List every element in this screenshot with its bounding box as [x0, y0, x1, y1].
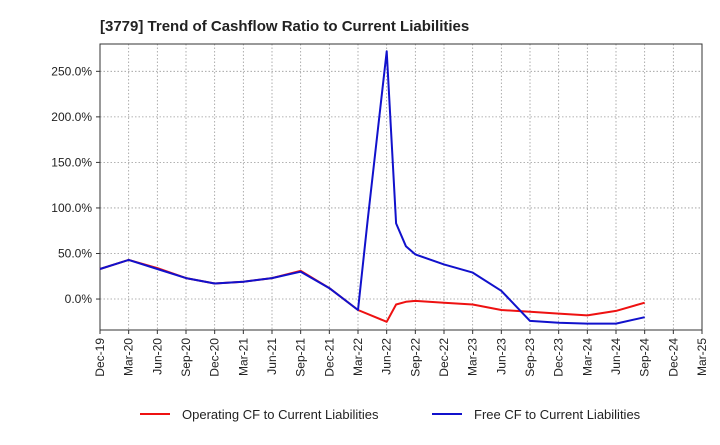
x-tick-label: Dec-21 — [322, 338, 336, 377]
series-lines — [99, 50, 645, 325]
x-tick-label: Sep-24 — [638, 338, 652, 377]
x-tick-label: Dec-24 — [666, 338, 680, 377]
x-tick-label: Jun-23 — [494, 338, 508, 375]
x-tick-label: Sep-21 — [294, 338, 308, 377]
grid-lines — [99, 44, 703, 330]
y-tick-label: 50.0% — [58, 246, 92, 260]
x-axis-ticks: Dec-19 Mar-20 Jun-20 Sep-20 Dec-20 Mar-21 Jun-… — [93, 330, 709, 377]
y-axis-ticks: 0.0% 50.0% 100.0% 150.0% 200.0% 250.0% — [51, 64, 100, 306]
x-tick-label: Mar-22 — [351, 338, 365, 376]
x-tick-label: Dec-19 — [93, 338, 107, 377]
x-tick-label: Mar-24 — [580, 338, 594, 376]
x-tick-label: Sep-23 — [523, 338, 537, 377]
x-tick-label: Jun-21 — [265, 338, 279, 375]
y-tick-label: 150.0% — [51, 155, 92, 169]
x-tick-label: Dec-23 — [552, 338, 566, 377]
series-line-2 — [99, 50, 645, 325]
x-tick-label: Jun-24 — [609, 338, 623, 375]
x-tick-label: Mar-23 — [466, 338, 480, 376]
x-tick-label: Mar-25 — [695, 338, 709, 376]
x-tick-label: Sep-20 — [179, 338, 193, 377]
plot-frame — [99, 43, 703, 331]
legend: Operating CF to Current Liabilities Free … — [140, 407, 641, 422]
x-tick-label: Sep-22 — [408, 338, 422, 377]
x-tick-label: Dec-20 — [208, 338, 222, 377]
legend-label-2: Free CF to Current Liabilities — [474, 407, 641, 422]
y-tick-label: 0.0% — [65, 292, 93, 306]
y-tick-label: 250.0% — [51, 64, 92, 78]
x-tick-label: Jun-20 — [150, 338, 164, 375]
x-tick-label: Mar-20 — [122, 338, 136, 376]
chart-title: [3779] Trend of Cashflow Ratio to Curren… — [100, 18, 469, 35]
y-tick-label: 100.0% — [51, 201, 92, 215]
y-tick-label: 200.0% — [51, 110, 92, 124]
legend-label-1: Operating CF to Current Liabilities — [182, 407, 379, 422]
series-line-1 — [99, 258, 645, 323]
x-tick-label: Mar-21 — [236, 338, 250, 376]
x-tick-label: Jun-22 — [380, 338, 394, 375]
x-tick-label: Dec-22 — [437, 338, 451, 377]
